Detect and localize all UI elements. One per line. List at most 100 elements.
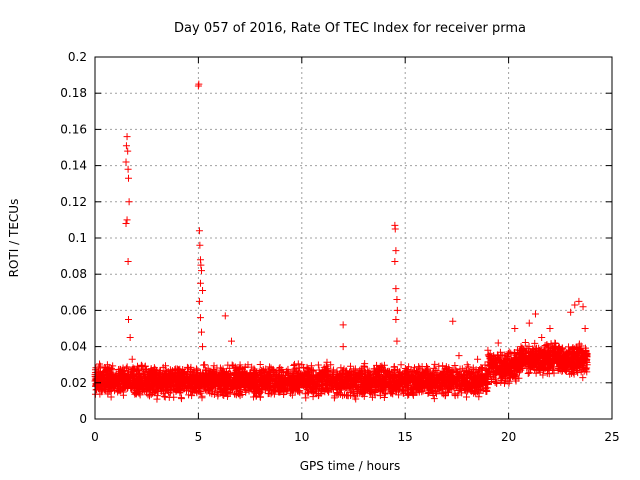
- data-point: [534, 359, 542, 367]
- data-point: [563, 357, 571, 365]
- data-point: [134, 367, 142, 375]
- data-point: [235, 390, 243, 398]
- data-point: [546, 359, 554, 367]
- data-point: [530, 357, 538, 365]
- data-point: [242, 388, 250, 396]
- data-point: [215, 379, 223, 387]
- data-point: [258, 367, 266, 375]
- data-point: [123, 216, 131, 224]
- data-point: [104, 383, 112, 391]
- data-point: [196, 314, 204, 322]
- data-point: [437, 374, 445, 382]
- data-point: [192, 366, 200, 374]
- data-point: [139, 365, 147, 373]
- data-point: [501, 351, 509, 359]
- data-point: [577, 354, 585, 362]
- data-point: [394, 381, 402, 389]
- data-point: [272, 381, 280, 389]
- data-point: [324, 364, 332, 372]
- data-point: [466, 379, 474, 387]
- data-point: [153, 382, 161, 390]
- data-point: [365, 375, 373, 383]
- data-point: [497, 371, 505, 379]
- data-point: [363, 367, 371, 375]
- data-point: [277, 375, 285, 383]
- data-point: [439, 362, 447, 370]
- data-point: [452, 368, 460, 376]
- data-point: [571, 301, 579, 309]
- data-point: [196, 279, 204, 287]
- data-point: [322, 372, 330, 380]
- data-point: [311, 376, 319, 384]
- data-point: [491, 363, 499, 371]
- data-point: [390, 363, 398, 371]
- y-tick-label: 0.16: [60, 122, 87, 136]
- data-point: [290, 361, 298, 369]
- data-point: [408, 369, 416, 377]
- data-point: [103, 367, 111, 375]
- data-point: [318, 377, 326, 385]
- data-point: [331, 375, 339, 383]
- data-point: [429, 389, 437, 397]
- data-point: [236, 373, 244, 381]
- data-point: [195, 227, 203, 235]
- data-point: [313, 385, 321, 393]
- data-point: [226, 389, 234, 397]
- data-point: [512, 367, 520, 375]
- data-point: [323, 358, 331, 366]
- data-point: [259, 379, 267, 387]
- data-point: [432, 378, 440, 386]
- data-point: [107, 393, 115, 401]
- data-point: [250, 374, 258, 382]
- data-point: [583, 368, 591, 376]
- data-point: [339, 321, 347, 329]
- data-point: [128, 355, 136, 363]
- data-point: [583, 361, 591, 369]
- data-point: [381, 375, 389, 383]
- data-point: [341, 375, 349, 383]
- data-point: [178, 395, 186, 403]
- data-point: [287, 378, 295, 386]
- data-point: [531, 310, 539, 318]
- data-point: [418, 363, 426, 371]
- data-point: [520, 353, 528, 361]
- data-point: [409, 390, 417, 398]
- data-point: [493, 379, 501, 387]
- data-point: [98, 370, 106, 378]
- data-point: [451, 373, 459, 381]
- data-point: [463, 393, 471, 401]
- data-point: [395, 372, 403, 380]
- x-tick-label: 25: [604, 430, 619, 444]
- data-point: [219, 382, 227, 390]
- data-point: [135, 387, 143, 395]
- data-point: [568, 362, 576, 370]
- data-point: [467, 373, 475, 381]
- data-point: [395, 391, 403, 399]
- data-point: [198, 392, 206, 400]
- data-point: [195, 297, 203, 305]
- data-point: [198, 378, 206, 386]
- data-point: [370, 373, 378, 381]
- data-point: [149, 377, 157, 385]
- data-point: [551, 339, 559, 347]
- data-point: [112, 370, 120, 378]
- y-tick-label: 0: [79, 412, 87, 426]
- data-point: [108, 364, 116, 372]
- data-point: [452, 377, 460, 385]
- data-point: [164, 373, 172, 381]
- data-point: [550, 345, 558, 353]
- data-point: [309, 386, 317, 394]
- data-point: [431, 360, 439, 368]
- data-point: [517, 343, 525, 351]
- data-point: [308, 372, 316, 380]
- data-point: [533, 363, 541, 371]
- data-point: [96, 390, 104, 398]
- data-point: [581, 325, 589, 332]
- axis-ticks: 0 5 10 15 20 25 0 0.02 0.04 0.06 0.08 0.1 0.12 0.14 0.…: [60, 50, 619, 444]
- data-point: [524, 369, 532, 377]
- data-point: [125, 315, 133, 323]
- data-point: [577, 363, 585, 371]
- data-point: [329, 371, 337, 379]
- data-point: [444, 373, 451, 381]
- data-point: [232, 370, 240, 378]
